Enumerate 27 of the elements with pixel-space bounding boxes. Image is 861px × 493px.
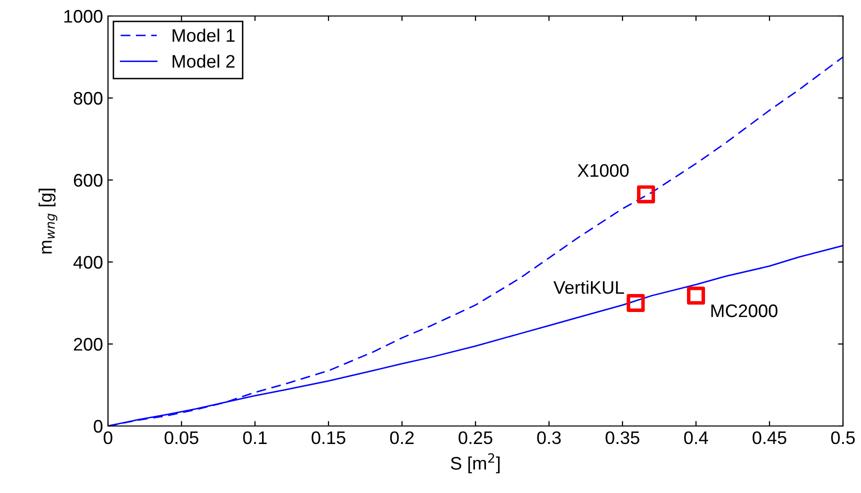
x-axis-title: S [m$^{2}$]: [450, 453, 500, 474]
point: [686, 286, 706, 305]
legend-label: Model 1: [172, 28, 235, 42]
x-tick-label: 0.35: [606, 431, 640, 444]
x-tick-label: 0.2: [390, 431, 414, 444]
x-tick-label: 0.15: [312, 431, 346, 444]
x-tick-label: 0.3: [537, 431, 561, 444]
y-tick-label: 800: [74, 92, 102, 105]
x-tick-label: 0.25: [458, 431, 492, 444]
x-tick-label: 0.05: [164, 431, 198, 444]
y-tick-label: 400: [73, 256, 102, 269]
x-tick-label: 0.1: [243, 431, 267, 444]
annotation: VertiKUL: [553, 280, 624, 294]
x-tick-label: 0.45: [752, 431, 786, 444]
point: [637, 185, 656, 204]
x-tick-label: 0.5: [831, 431, 855, 444]
y-tick-label: 0: [94, 420, 102, 433]
annotation: X1000: [578, 164, 629, 177]
y-tick-label: 1000: [64, 10, 102, 23]
x-tick-label: 0: [104, 431, 112, 444]
y-tick-label: 200: [74, 338, 102, 351]
y-axis-title: m$_{wng}$ [g]: [38, 188, 58, 254]
y-tick-label: 600: [74, 174, 102, 187]
legend-label: Model 2: [172, 54, 235, 68]
point: [626, 294, 645, 312]
x-tick-label: 0.4: [684, 431, 708, 444]
annotation: MC2000: [711, 304, 778, 318]
